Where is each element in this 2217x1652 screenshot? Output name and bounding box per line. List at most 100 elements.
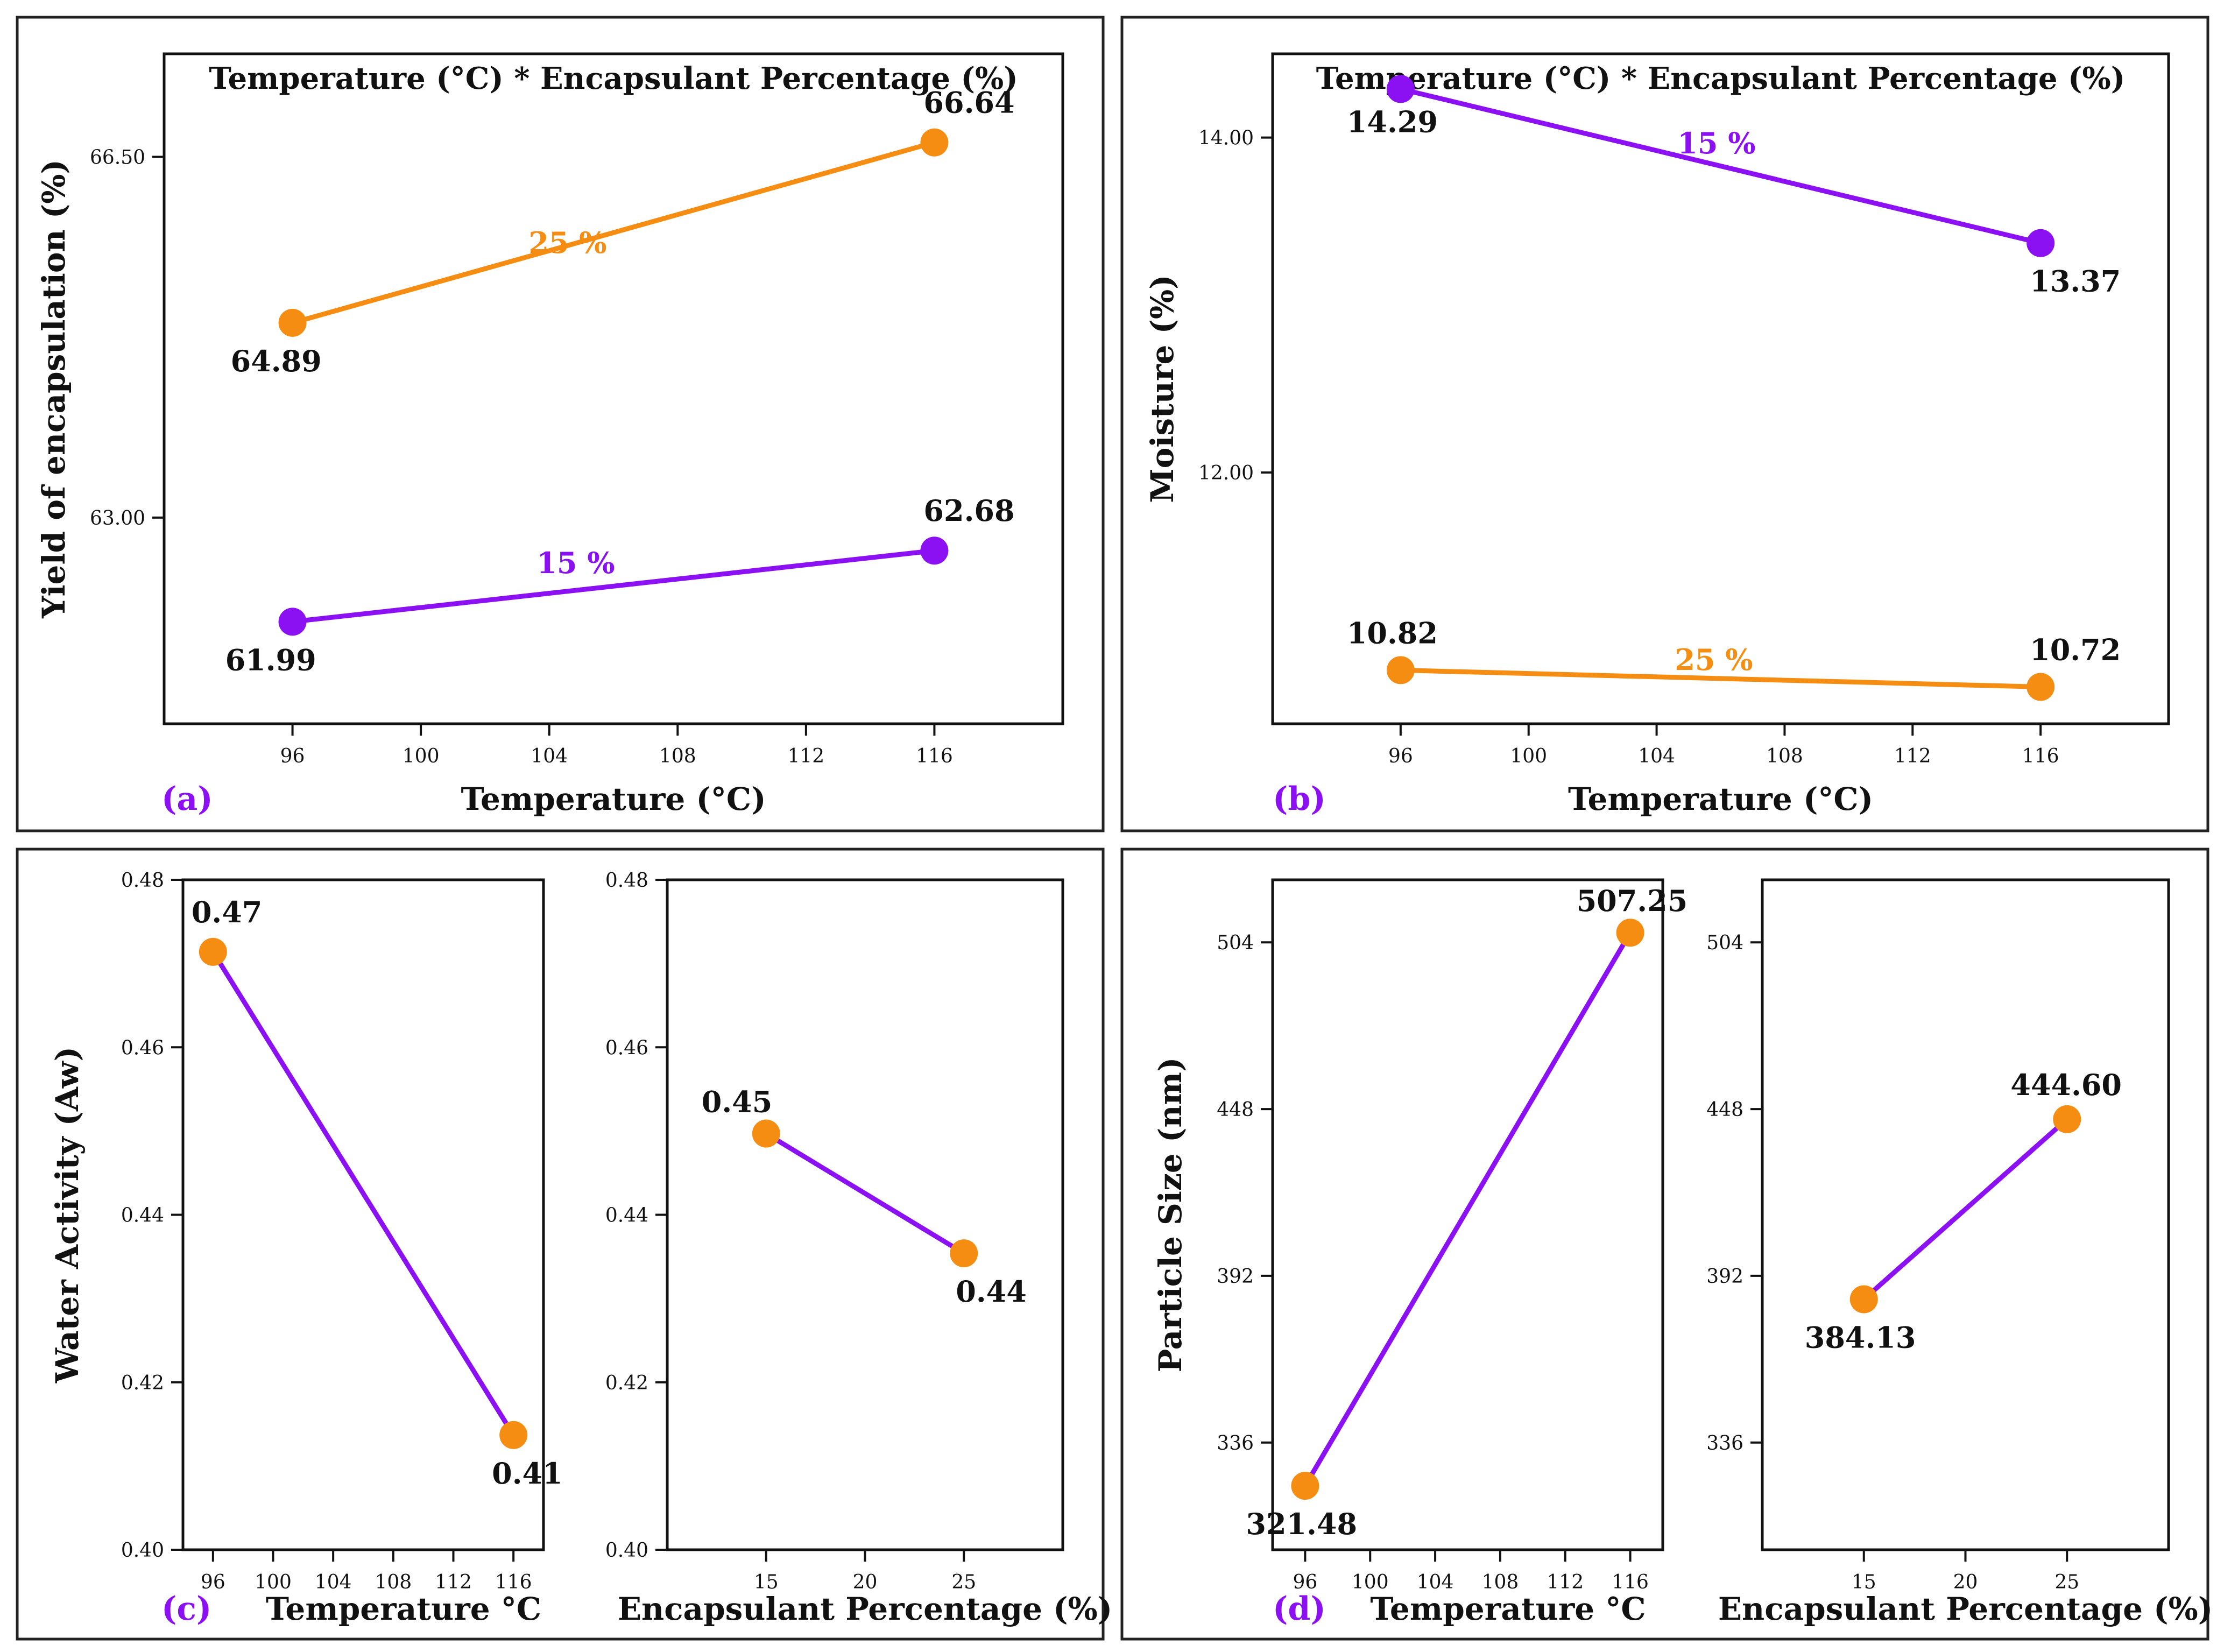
x-tick-label: 112 <box>1547 1571 1584 1593</box>
x-tick-label: 96 <box>280 745 305 767</box>
series-label: 15 % <box>536 546 615 580</box>
y-tick-label: 336 <box>1706 1432 1743 1455</box>
series-line <box>765 1131 965 1255</box>
series-label: 25 % <box>528 225 606 260</box>
x-tick-label: 108 <box>1482 1571 1519 1593</box>
y-tick-label: 448 <box>1217 1099 1254 1121</box>
y-tick-label: 0.44 <box>121 1205 164 1227</box>
x-tick-label: 100 <box>255 1571 292 1593</box>
x-tick-label: 20 <box>853 1571 878 1593</box>
y-tick-label: 504 <box>1706 932 1743 954</box>
series-line <box>292 140 935 326</box>
data-point <box>1849 1285 1878 1314</box>
y-tick-label: 0.40 <box>121 1540 164 1562</box>
y-tick-label: 0.42 <box>605 1372 648 1394</box>
y-tick-label: 0.40 <box>605 1540 648 1562</box>
chart-title: Temperature (°C) * Encapsulant Percentag… <box>1316 61 2125 96</box>
x-axis-title: Temperature °C <box>266 1591 541 1627</box>
data-label: 507.25 <box>1577 884 1688 918</box>
x-tick-label: 116 <box>2022 745 2059 767</box>
x-tick-label: 112 <box>435 1571 472 1593</box>
data-point <box>1386 75 1415 103</box>
y-tick-label: 0.48 <box>605 870 648 892</box>
series-line <box>1303 931 1633 1487</box>
x-tick-label: 25 <box>2054 1571 2079 1593</box>
y-axis-title: Water Activity (Aw) <box>49 1047 86 1383</box>
x-tick-label: 100 <box>403 745 440 767</box>
data-label: 0.44 <box>956 1274 1027 1309</box>
x-tick-label: 96 <box>201 1571 225 1593</box>
panel-a-frame <box>16 16 1105 832</box>
plot-area <box>181 878 545 1551</box>
panel-d-frame <box>1120 848 2209 1641</box>
x-axis-title: Encapsulant Percentage (%) <box>618 1591 1112 1627</box>
chart-c-encapsulant: 15 20 25 0.40 0.42 0.44 0.46 0.48 Encapsulant Pe… <box>605 870 1112 1627</box>
panel-b-frame <box>1120 16 2209 832</box>
panel-label: (a) <box>161 780 213 818</box>
y-tick-label: 0.44 <box>605 1205 648 1227</box>
data-point <box>278 308 307 337</box>
x-tick-label: 96 <box>1388 745 1413 767</box>
data-point <box>278 608 307 636</box>
data-label: 321.48 <box>1246 1507 1357 1541</box>
x-tick-label: 104 <box>1417 1571 1454 1593</box>
x-tick-label: 108 <box>375 1571 412 1593</box>
plot-area <box>1271 52 2170 725</box>
series-line <box>292 548 935 624</box>
x-axis-title: Temperature (°C) <box>1568 781 1873 817</box>
series-line <box>211 950 516 1437</box>
data-label: 444.60 <box>2010 1068 2122 1102</box>
x-axis-title: Encapsulant Percentage (%) <box>1718 1591 2213 1627</box>
y-axis-title: Particle Size (nm) <box>1152 1057 1189 1373</box>
y-axis-title: Moisture (%) <box>1144 274 1181 503</box>
plot-area <box>163 52 1064 725</box>
chart-d-temperature: 96 100 104 108 112 116 336 392 448 504 Temperature… <box>1152 878 1688 1628</box>
x-tick-label: 20 <box>1953 1571 1978 1593</box>
data-point <box>920 536 949 565</box>
x-tick-label: 104 <box>315 1571 352 1593</box>
y-tick-label: 0.46 <box>605 1037 648 1059</box>
x-tick-label: 116 <box>1612 1571 1649 1593</box>
data-point <box>499 1421 528 1449</box>
x-tick-label: 100 <box>1510 745 1547 767</box>
data-label: 61.99 <box>225 643 316 677</box>
panel-label: (c) <box>161 1590 211 1628</box>
y-tick-label: 504 <box>1217 932 1254 954</box>
data-label: 384.13 <box>1805 1320 1916 1354</box>
y-tick-label: 66.50 <box>90 147 145 169</box>
x-tick-label: 15 <box>754 1571 779 1593</box>
y-tick-label: 0.46 <box>121 1037 164 1059</box>
x-tick-label: 15 <box>1852 1571 1876 1593</box>
x-tick-label: 108 <box>1766 745 1803 767</box>
chart-c-temperature: 96 100 104 108 112 116 0.40 0.42 0.44 0.46 0.48 Tem… <box>49 870 563 1628</box>
panel-label: (b) <box>1273 780 1326 818</box>
x-axis-title: Temperature °C <box>1370 1591 1646 1627</box>
data-label: 64.89 <box>231 344 322 378</box>
y-tick-label: 14.00 <box>1198 128 1254 150</box>
y-tick-label: 336 <box>1217 1432 1254 1455</box>
y-tick-label: 0.48 <box>121 870 164 892</box>
y-tick-label: 12.00 <box>1198 462 1254 484</box>
data-label: 0.47 <box>192 895 263 929</box>
data-point <box>752 1119 780 1148</box>
data-label: 13.37 <box>2030 264 2121 299</box>
data-label: 14.29 <box>1347 104 1438 139</box>
chart-title: Temperature (°C) * Encapsulant Percentag… <box>209 61 1018 96</box>
data-label: 0.41 <box>492 1456 563 1491</box>
y-tick-label: 63.00 <box>90 507 145 530</box>
data-point <box>1616 919 1644 947</box>
x-tick-label: 116 <box>916 745 953 767</box>
x-tick-label: 112 <box>787 745 824 767</box>
x-tick-label: 96 <box>1293 1571 1318 1593</box>
plot-area <box>1271 878 1664 1551</box>
chart-d-encapsulant: 15 20 25 336 392 448 504 Encapsulant Percentage… <box>1706 878 2213 1627</box>
x-tick-label: 104 <box>1638 745 1675 767</box>
x-tick-label: 100 <box>1352 1571 1389 1593</box>
x-tick-label: 108 <box>659 745 696 767</box>
y-tick-label: 448 <box>1706 1099 1743 1121</box>
y-tick-label: 392 <box>1217 1266 1254 1288</box>
plot-area <box>1761 878 2170 1551</box>
x-tick-label: 112 <box>1894 745 1931 767</box>
x-tick-label: 25 <box>951 1571 976 1593</box>
panel-label: (d) <box>1273 1590 1326 1628</box>
